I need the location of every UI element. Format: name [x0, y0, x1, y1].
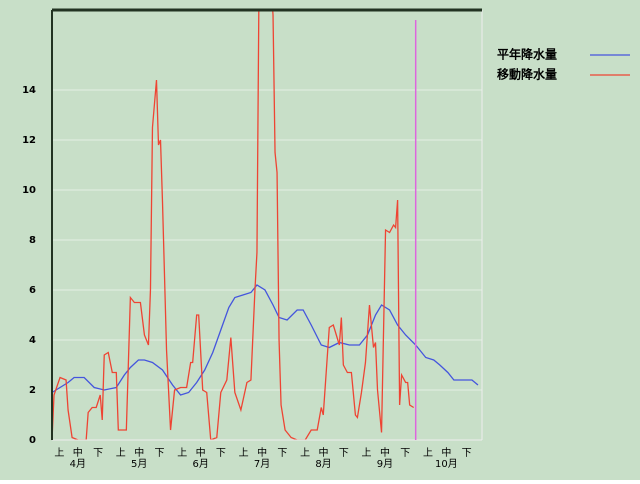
x-tick-label: 上 [300, 447, 310, 459]
y-tick-label: 6 [29, 285, 36, 296]
y-tick-label: 10 [22, 185, 36, 196]
x-tick-label: 上 [362, 447, 372, 459]
y-tick-label: 14 [22, 85, 36, 96]
x-tick-label: 中 [257, 446, 267, 459]
x-tick-label: 下 [216, 448, 226, 459]
x-tick-label: 上 [239, 447, 249, 459]
x-tick-label: 中 [73, 446, 83, 459]
y-tick-label: 4 [29, 335, 36, 346]
month-label: 7月 [254, 458, 270, 470]
y-tick-label: 12 [22, 135, 36, 146]
x-tick-label: 下 [93, 448, 103, 459]
x-tick-label: 下 [277, 448, 287, 459]
month-label: 10月 [435, 458, 458, 470]
x-tick-label: 中 [380, 446, 390, 459]
x-tick-label: 下 [462, 448, 472, 459]
x-tick-label: 中 [196, 446, 206, 459]
legend-label: 平年降水量 [497, 47, 557, 62]
x-tick-label: 上 [177, 447, 187, 459]
month-label: 6月 [192, 458, 208, 470]
y-tick-label: 0 [29, 435, 36, 446]
x-tick-label: 上 [54, 447, 64, 459]
legend-label: 移動降水量 [497, 67, 557, 82]
x-tick-label: 中 [441, 446, 451, 459]
series-line [52, 10, 415, 440]
y-tick-label: 8 [29, 235, 36, 246]
month-label: 4月 [70, 458, 86, 470]
x-tick-label: 上 [423, 447, 433, 459]
x-tick-label: 下 [400, 448, 410, 459]
y-tick-label: 2 [29, 385, 36, 396]
month-label: 9月 [377, 458, 393, 470]
x-tick-label: 下 [339, 448, 349, 459]
month-label: 5月 [131, 458, 147, 470]
x-tick-label: 上 [116, 447, 126, 459]
month-label: 8月 [315, 458, 331, 470]
x-tick-label: 中 [319, 446, 329, 459]
x-tick-label: 中 [134, 446, 144, 459]
x-tick-label: 下 [155, 448, 165, 459]
